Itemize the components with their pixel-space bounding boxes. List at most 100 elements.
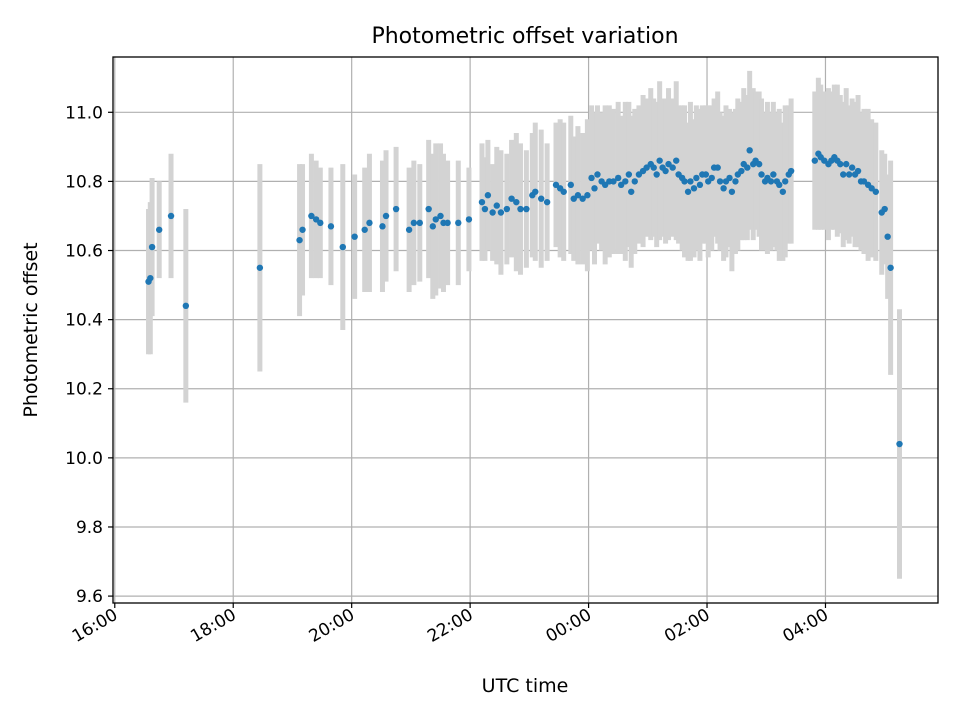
data-point (716, 178, 724, 185)
data-point (574, 192, 582, 199)
data-point (728, 188, 736, 195)
x-tick-label: 16:00 (69, 605, 121, 647)
data-point (508, 195, 515, 202)
x-tick-label: 18:00 (187, 605, 239, 647)
data-point (845, 171, 853, 178)
data-point (782, 178, 789, 185)
data-point (299, 226, 306, 233)
y-tick-label: 9.6 (76, 587, 103, 607)
data-point (503, 205, 511, 213)
data-point (693, 174, 700, 182)
data-point (594, 171, 601, 178)
y-axis-label: Photometric offset (20, 242, 42, 417)
data-point (702, 171, 710, 178)
data-point (361, 226, 368, 233)
data-point (837, 160, 844, 168)
y-tick-label: 10.0 (65, 449, 103, 469)
data-point (256, 264, 264, 271)
data-point (673, 157, 680, 164)
data-point (732, 178, 739, 185)
data-point (465, 216, 473, 223)
data-point (776, 181, 783, 189)
data-point (429, 223, 437, 230)
data-point (484, 192, 492, 199)
data-point (167, 212, 175, 220)
data-point (317, 219, 324, 227)
data-point (746, 147, 753, 154)
y-tick-label: 10.2 (65, 380, 103, 400)
data-point (579, 195, 586, 202)
data-point (308, 212, 315, 220)
data-point (840, 171, 847, 178)
x-tick-label: 02:00 (661, 605, 713, 647)
x-tick-label: 22:00 (424, 605, 476, 647)
data-point (653, 171, 660, 178)
data-point (625, 171, 633, 178)
data-point (854, 167, 862, 175)
data-point (884, 233, 891, 240)
data-point (714, 164, 721, 171)
data-point (881, 205, 888, 213)
data-point (410, 219, 418, 227)
data-point (708, 174, 715, 182)
data-point (148, 243, 156, 251)
x-axis-label: UTC time (482, 675, 569, 697)
data-point (493, 202, 500, 209)
data-point (379, 223, 386, 230)
data-point (392, 205, 400, 213)
data-point (560, 188, 567, 195)
data-point (779, 188, 787, 195)
data-point (690, 185, 698, 192)
data-point (497, 209, 505, 216)
chart-title: Photometric offset variation (371, 24, 678, 49)
data-point (182, 302, 190, 310)
data-point (416, 219, 423, 227)
data-point (755, 160, 763, 168)
y-tick-label: 10.6 (65, 242, 103, 262)
y-tick-label: 10.4 (65, 311, 103, 331)
data-point (848, 164, 856, 171)
data-point (523, 205, 530, 213)
data-point (614, 174, 622, 182)
y-tick-label: 9.8 (76, 518, 103, 538)
data-point (425, 205, 432, 213)
data-point (610, 178, 617, 185)
data-point (767, 178, 775, 185)
data-point (738, 167, 745, 175)
data-point (770, 171, 777, 178)
data-point (351, 233, 358, 240)
error-bars (146, 70, 903, 579)
data-point (811, 157, 819, 164)
data-point (662, 167, 669, 175)
data-point (684, 188, 692, 195)
data-point (478, 198, 486, 206)
data-point (872, 188, 880, 195)
data-point (650, 164, 657, 171)
data-points (145, 147, 903, 448)
data-point (532, 188, 539, 195)
data-point (405, 226, 413, 233)
data-point (591, 185, 598, 192)
data-point (155, 226, 163, 233)
x-tick-label: 20:00 (306, 605, 358, 647)
data-point (517, 205, 524, 213)
data-point (147, 274, 154, 282)
x-tick-label: 04:00 (780, 605, 832, 647)
x-tick-label: 00:00 (543, 605, 595, 647)
data-point (628, 188, 635, 195)
y-tick-label: 10.8 (65, 172, 103, 192)
data-point (631, 178, 638, 185)
data-point (681, 178, 688, 185)
data-point (513, 198, 520, 206)
data-point (656, 157, 663, 164)
data-point (296, 236, 303, 244)
data-point (584, 192, 591, 199)
y-tick-label: 11.0 (65, 103, 103, 123)
data-point (622, 178, 629, 185)
data-point (382, 212, 390, 220)
data-point (687, 178, 694, 185)
data-point (726, 174, 733, 182)
data-point (481, 205, 489, 213)
data-point (537, 195, 545, 202)
data-point (327, 223, 335, 230)
